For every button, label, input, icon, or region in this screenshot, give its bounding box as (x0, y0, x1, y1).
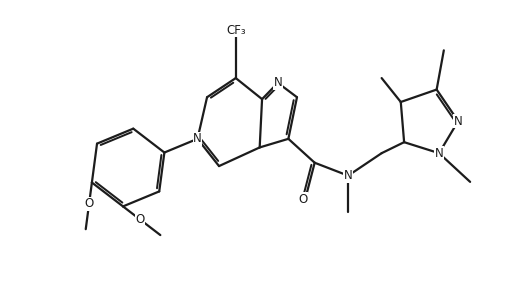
Text: O: O (135, 213, 145, 226)
Text: N: N (344, 169, 352, 182)
Text: N: N (193, 132, 202, 145)
Text: CF₃: CF₃ (226, 24, 245, 37)
Text: N: N (454, 115, 463, 128)
Text: O: O (84, 197, 94, 211)
Text: N: N (274, 77, 282, 89)
Text: O: O (298, 193, 308, 206)
Text: N: N (435, 147, 443, 160)
